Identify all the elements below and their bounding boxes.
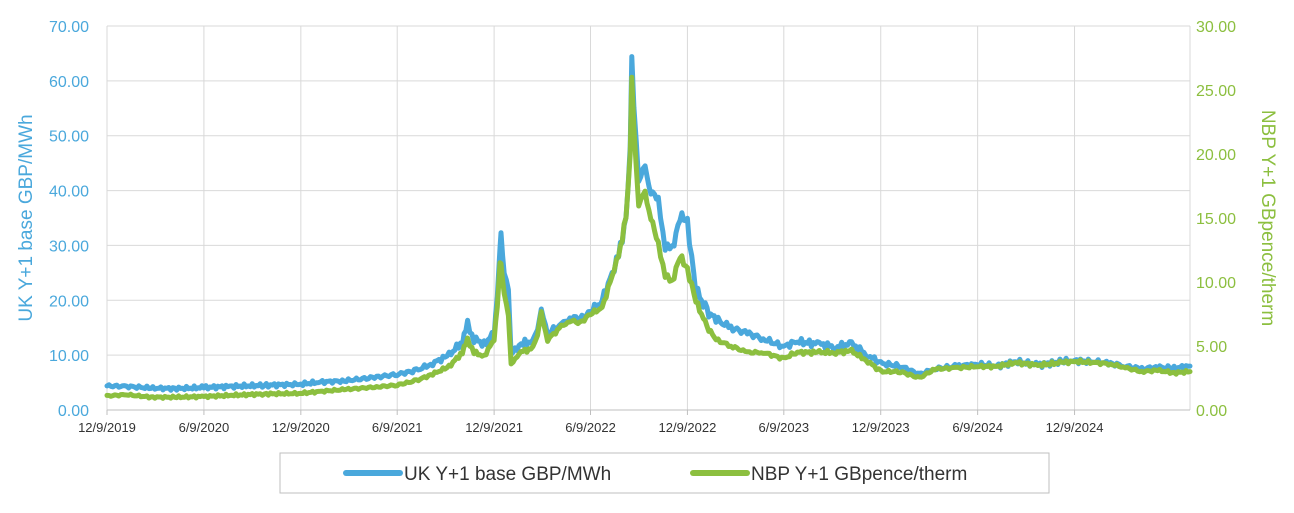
y-right-tick-label: 30.00 [1196, 19, 1236, 36]
y-right-tick-label: 10.00 [1196, 275, 1236, 292]
x-tick-label: 6/9/2024 [952, 420, 1003, 435]
y-axis-left-title: UK Y+1 base GBP/MWh [16, 114, 37, 321]
axes: 0.00 10.00 20.00 30.00 40.00 50.00 60.00 70.00 0… [49, 19, 1236, 435]
series-line-uk-power [104, 54, 1193, 393]
y-left-tick-label: 0.00 [58, 403, 89, 420]
legend-box [279, 452, 1050, 494]
x-tick-label: 12/9/2020 [272, 420, 330, 435]
legend-label-uk-power: UK Y+1 base GBP/MWh [404, 464, 611, 485]
x-tick-label: 6/9/2023 [759, 420, 810, 435]
x-tick-label: 6/9/2022 [565, 420, 616, 435]
y-right-tick-label: 20.00 [1196, 147, 1236, 164]
y-right-tick-label: 15.00 [1196, 211, 1236, 228]
x-tick-label: 12/9/2024 [1046, 420, 1104, 435]
y-right-tick-label: 25.00 [1196, 83, 1236, 100]
x-tick-label: 12/9/2019 [78, 420, 136, 435]
x-tick-label: 12/9/2023 [852, 420, 910, 435]
y-left-tick-label: 30.00 [49, 238, 89, 255]
x-tick-label: 6/9/2021 [372, 420, 423, 435]
series [104, 54, 1193, 401]
x-tick-label: 6/9/2020 [179, 420, 230, 435]
y-left-tick-label: 50.00 [49, 129, 89, 146]
y-left-tick-label: 10.00 [49, 348, 89, 365]
series-line-nbp-gas [104, 74, 1193, 401]
y-left-tick-label: 70.00 [49, 19, 89, 36]
x-tick-label: 12/9/2021 [465, 420, 523, 435]
y-right-tick-label: 0.00 [1196, 403, 1227, 420]
y-left-tick-label: 60.00 [49, 74, 89, 91]
legend-label-nbp-gas: NBP Y+1 GBpence/therm [751, 464, 967, 485]
y-left-tick-label: 40.00 [49, 184, 89, 201]
y-right-tick-label: 5.00 [1196, 339, 1227, 356]
y-left-tick-label: 20.00 [49, 293, 89, 310]
x-tick-label: 12/9/2022 [659, 420, 717, 435]
y-axis-right-title: NBP Y+1 GBpence/therm [1257, 110, 1278, 326]
legend: UK Y+1 base GBP/MWh NBP Y+1 GBpence/ther… [279, 452, 1050, 494]
